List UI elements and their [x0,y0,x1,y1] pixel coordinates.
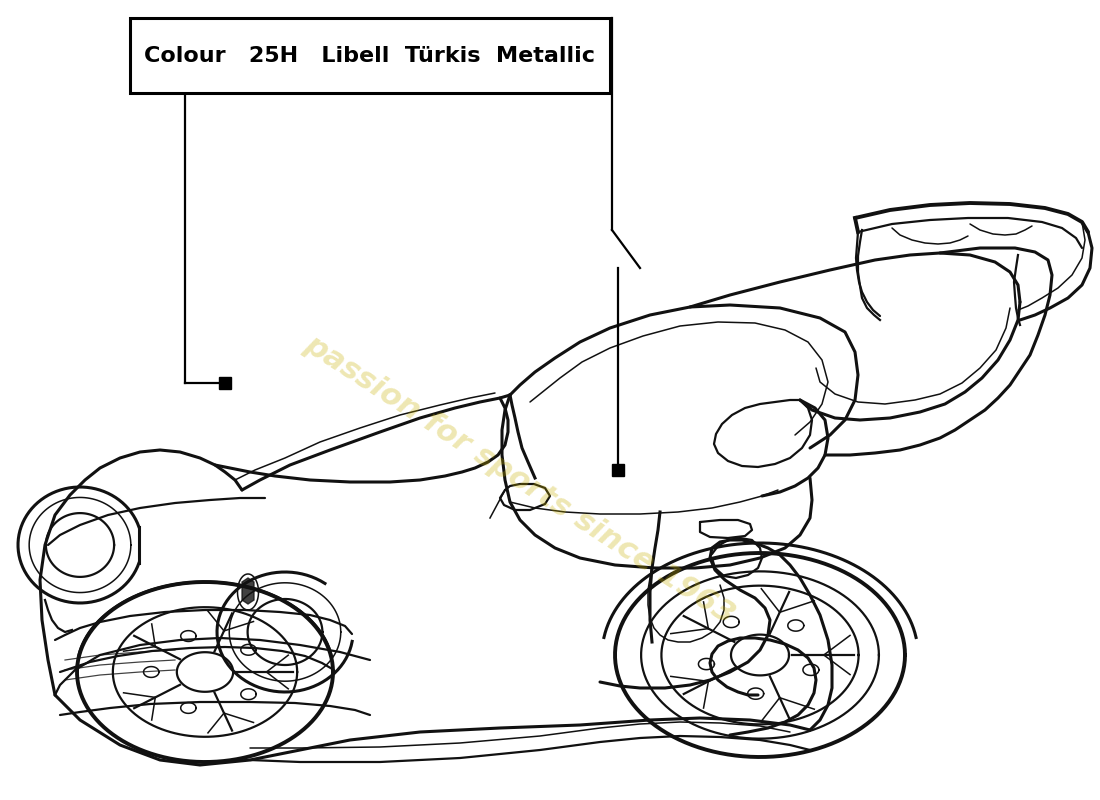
Text: passion for sports since 1963: passion for sports since 1963 [299,330,740,630]
Text: Colour   25H   Libell  Türkis  Metallic: Colour 25H Libell Türkis Metallic [144,46,595,66]
Polygon shape [242,578,254,604]
FancyBboxPatch shape [130,18,610,93]
